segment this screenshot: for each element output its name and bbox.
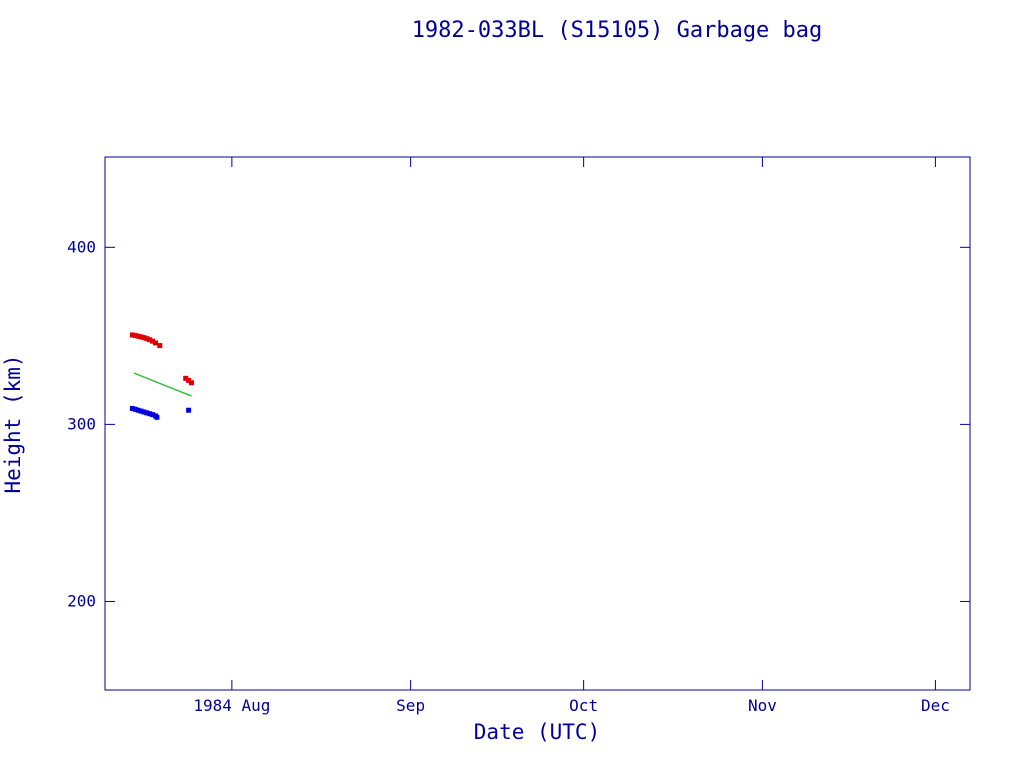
apogee-height-point <box>186 377 192 383</box>
apogee-height-point <box>150 338 156 344</box>
x-tick-label: Nov <box>748 696 777 715</box>
perigee-height-point <box>154 414 160 420</box>
y-tick-label: 300 <box>67 414 96 433</box>
apogee-height-point <box>132 332 138 338</box>
apogee-height-point <box>144 336 150 342</box>
x-tick-label: Dec <box>921 696 950 715</box>
plot-frame <box>104 156 971 691</box>
perigee-height-point <box>150 412 156 418</box>
apogee-height-point <box>183 375 189 381</box>
perigee-height-point <box>144 410 150 416</box>
apogee-height-point <box>147 337 153 343</box>
x-tick-label: 1984 Aug <box>193 696 270 715</box>
apogee-height-point <box>138 334 144 340</box>
x-tick-label: Oct <box>569 696 598 715</box>
perigee-height-point <box>147 411 153 417</box>
chart-layer: 1984 Aug Sep Oct Nov Dec 200 300 400 <box>67 156 971 715</box>
apogee-height-point <box>157 343 163 349</box>
perigee-height-point <box>138 408 144 414</box>
apogee-height-point <box>189 380 194 386</box>
perigee-height-point <box>129 405 135 411</box>
apogee-height-point <box>152 340 158 346</box>
apogee-height-point <box>141 335 147 341</box>
x-axis-label: Date (UTC) <box>474 720 600 744</box>
y-axis-label: Height (km) <box>1 354 25 493</box>
apogee-height-point <box>135 333 141 339</box>
perigee-height-point <box>132 406 138 412</box>
chart-title: 1982-033BL (S15105) Garbage bag <box>412 18 823 43</box>
apogee-height-point <box>129 332 135 338</box>
y-tick-label: 200 <box>67 591 96 610</box>
x-tick-label: Sep <box>396 696 425 715</box>
perigee-height-point <box>135 407 141 413</box>
mean-height-line <box>133 372 192 397</box>
y-tick-label: 400 <box>67 237 96 256</box>
perigee-height-point <box>141 409 147 415</box>
perigee-height-point <box>186 407 192 413</box>
